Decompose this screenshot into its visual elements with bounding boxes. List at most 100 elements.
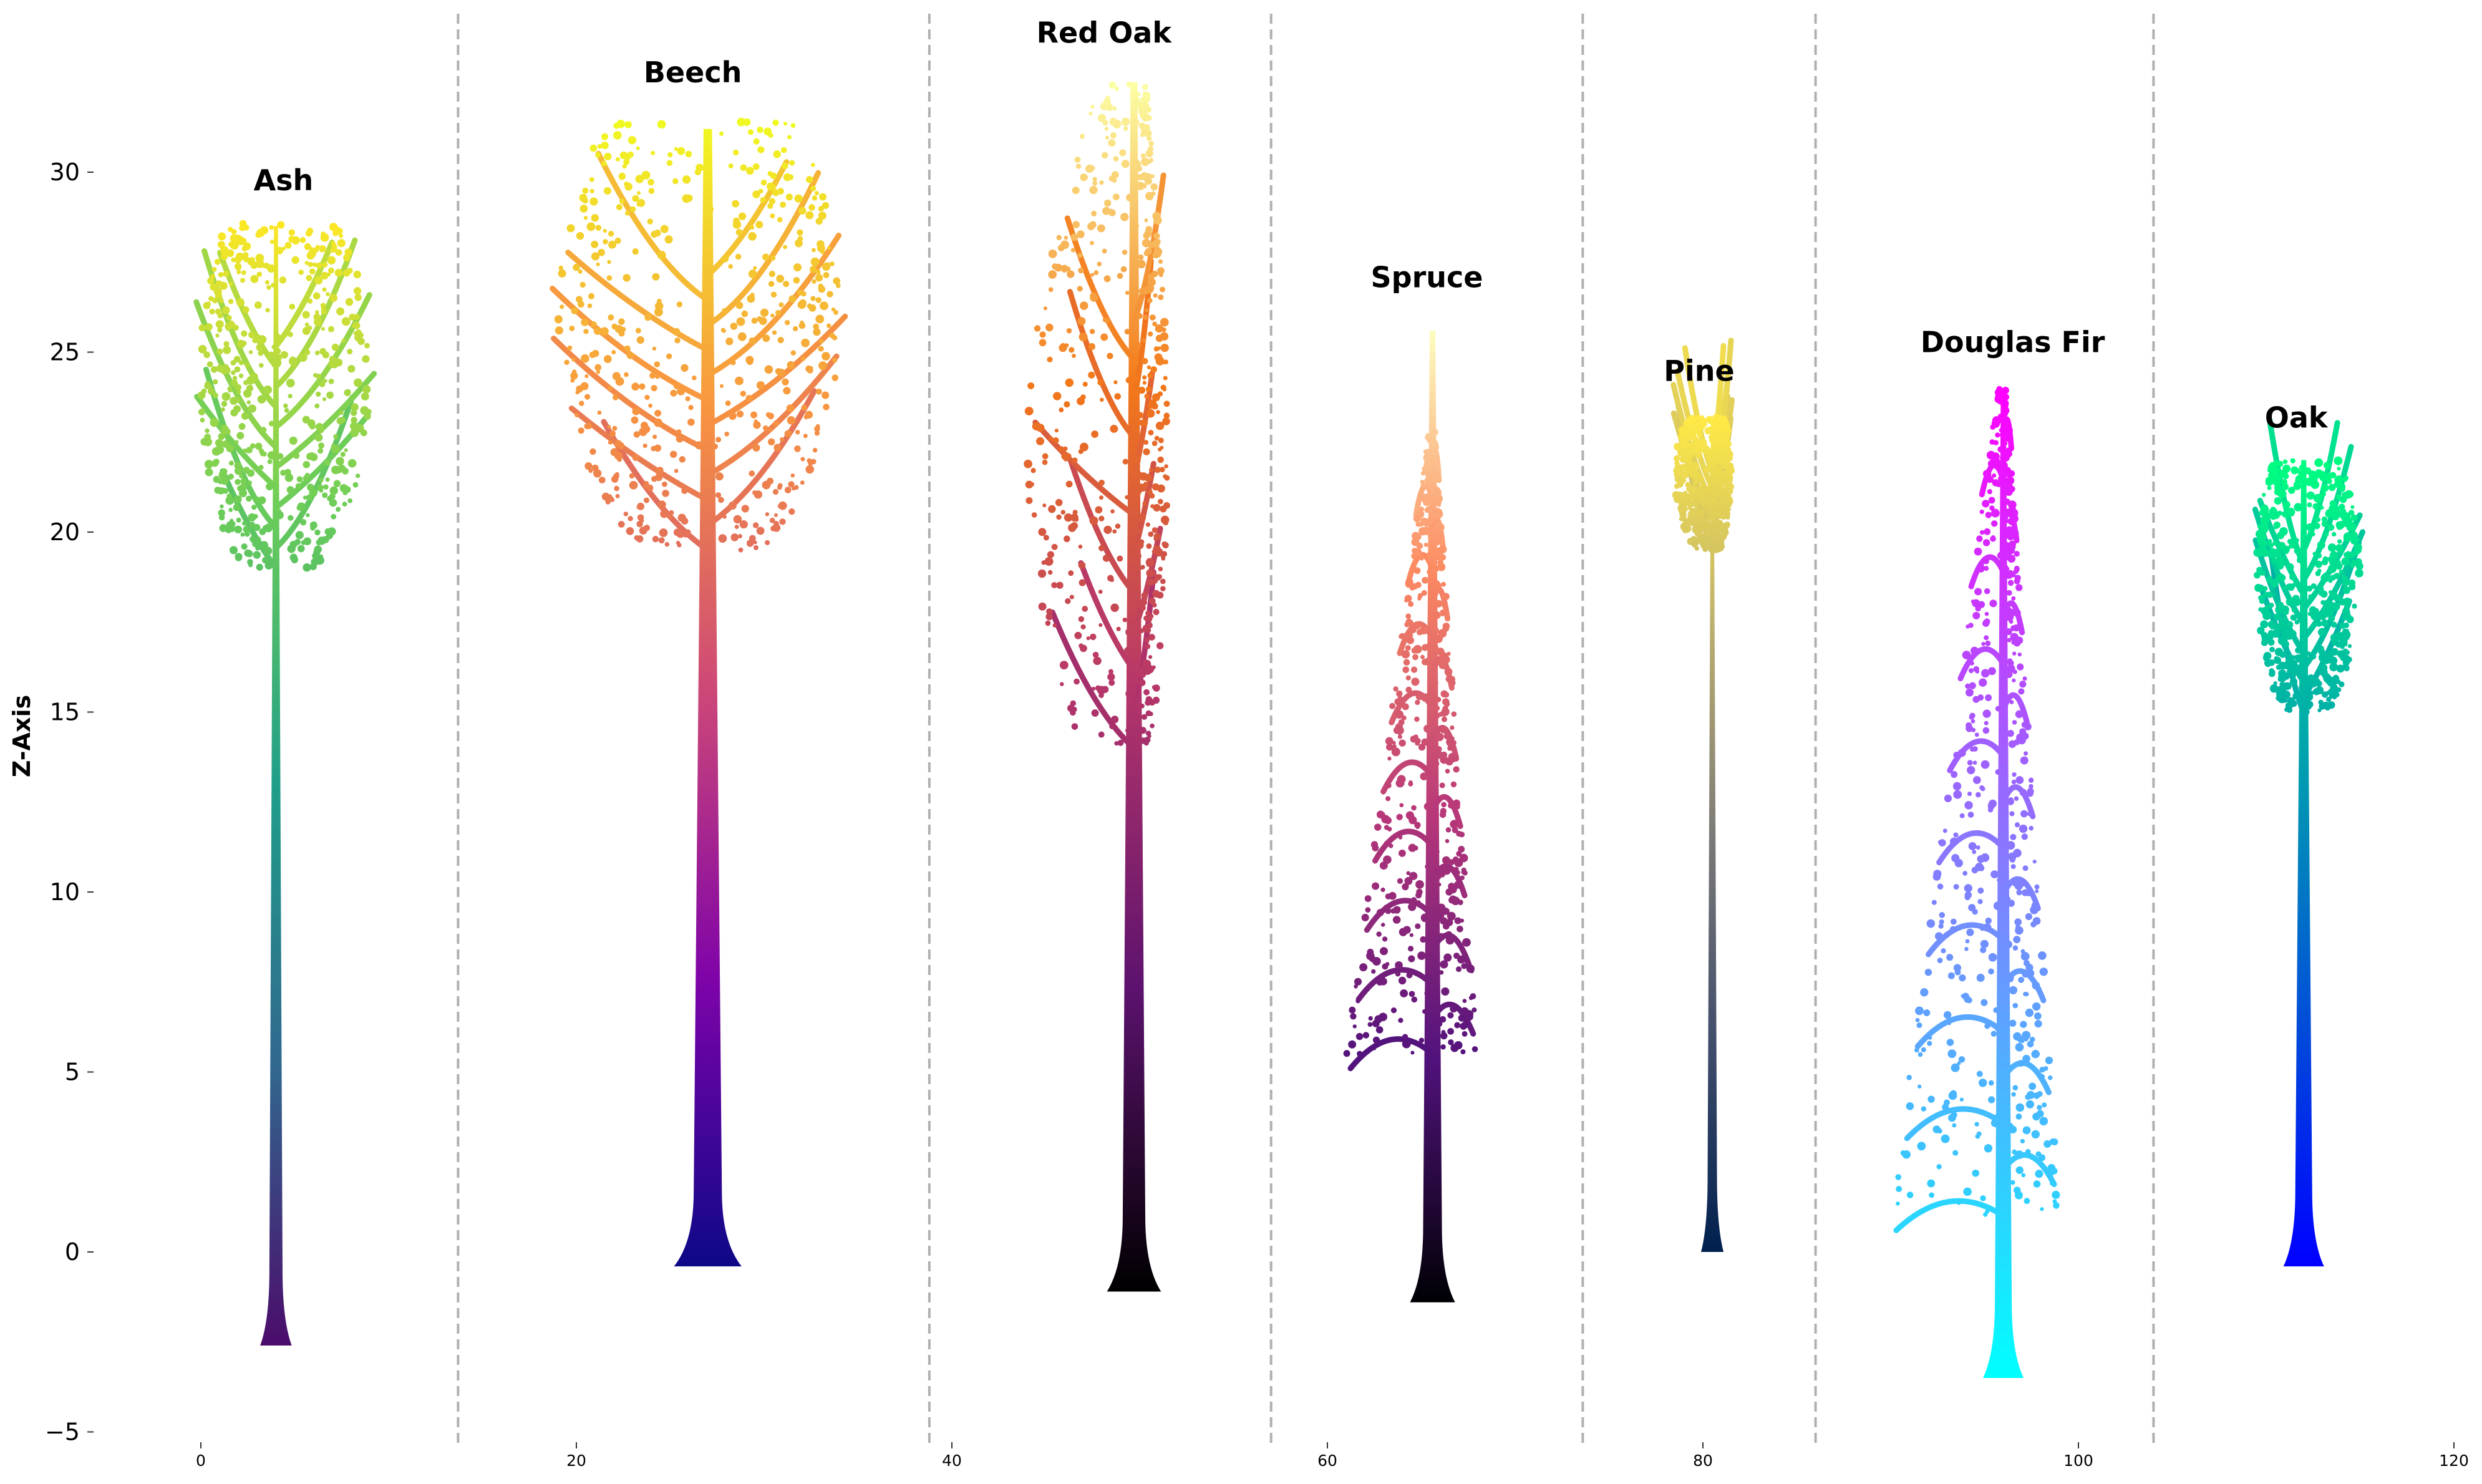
tree-point — [1410, 900, 1415, 905]
tree-point — [229, 546, 238, 555]
tree-point — [218, 470, 227, 479]
tree-point — [1983, 558, 1989, 565]
tree-point — [1423, 464, 1430, 471]
tree-point — [2337, 467, 2341, 471]
tree-point — [241, 412, 249, 420]
tree-point — [259, 226, 269, 235]
tree-point — [1416, 900, 1421, 905]
tree-point — [1414, 716, 1420, 722]
tree-point — [1711, 475, 1720, 483]
tree-point — [1402, 703, 1409, 710]
tree-point — [1944, 931, 1950, 938]
tree-point — [1457, 925, 1463, 933]
tree-point — [1072, 457, 1078, 463]
tree-point — [1053, 392, 1062, 400]
tree-point — [1122, 617, 1128, 623]
tree-point — [1140, 97, 1145, 102]
tree-point — [1051, 543, 1058, 550]
tree-point — [1684, 500, 1690, 507]
tree-point — [1973, 666, 1979, 672]
tree-point — [721, 328, 726, 333]
tree-point — [203, 351, 210, 359]
tree-point — [2263, 651, 2272, 660]
x-tick-label: 100 — [2063, 1452, 2093, 1470]
tree-point — [2021, 833, 2028, 840]
tree-point — [1120, 213, 1129, 221]
tree-point — [218, 514, 225, 521]
tree-point — [351, 403, 359, 412]
tree-point — [1032, 422, 1041, 431]
tree-point — [790, 473, 795, 478]
tree-point — [1707, 415, 1712, 420]
tree-point — [1471, 1007, 1477, 1013]
tree-branch — [1968, 554, 2007, 589]
tree-point — [809, 266, 817, 273]
tree-point — [1985, 512, 1992, 518]
tree-point — [613, 131, 622, 140]
tree-point — [608, 386, 613, 391]
tree-point — [1997, 446, 2004, 453]
tree-point — [1689, 508, 1698, 516]
tree-point — [654, 418, 662, 427]
tree-point — [1112, 106, 1117, 111]
tree-point — [2320, 590, 2328, 598]
tree-point — [1140, 703, 1145, 709]
tree-point — [1427, 556, 1432, 561]
tree-point — [226, 315, 232, 321]
tree-point — [288, 394, 293, 399]
tree-point — [296, 476, 303, 483]
tree-point — [1979, 530, 1985, 535]
tree-point — [1145, 149, 1153, 158]
tree-point — [1151, 393, 1160, 402]
tree-point — [1077, 253, 1083, 258]
tree-point — [793, 263, 802, 272]
tree-point — [1711, 441, 1716, 446]
y-tick-label: 30 — [50, 158, 80, 186]
tree-point — [658, 503, 666, 510]
tree-point — [584, 394, 591, 400]
tree-point — [1706, 503, 1714, 512]
tree-point — [1980, 760, 1990, 769]
tree-point — [705, 205, 714, 213]
tree-point — [1982, 727, 1990, 734]
tree-point — [1718, 417, 1726, 425]
tree-point — [1896, 1201, 1900, 1206]
tree-point — [2006, 436, 2012, 443]
tree-point — [778, 501, 787, 510]
tree-point — [1047, 356, 1053, 363]
tree-point — [1427, 533, 1433, 538]
tree-point — [304, 243, 311, 250]
tree-point — [2028, 777, 2034, 783]
tree-point — [676, 435, 684, 443]
tree-point — [218, 298, 224, 304]
tree-trunk — [1410, 330, 1455, 1302]
tree-point — [2334, 456, 2343, 465]
tree-point — [2355, 569, 2363, 578]
tree-point — [2012, 1085, 2019, 1091]
tree-point — [2047, 1163, 2056, 1172]
tree-point — [1126, 193, 1134, 201]
tree-point — [252, 540, 260, 548]
tree-point — [2286, 621, 2294, 629]
tree-point — [2274, 467, 2281, 474]
tree-point — [364, 342, 370, 349]
tree-point — [255, 442, 263, 450]
tree-point — [1405, 686, 1412, 693]
tree-point — [2269, 670, 2276, 677]
tree-point — [1440, 1032, 1448, 1040]
tree-point — [1103, 99, 1111, 107]
tree-point — [1452, 827, 1458, 833]
tree-point — [757, 146, 765, 153]
tree-point — [733, 515, 742, 524]
tree-branch — [705, 388, 817, 528]
tree-point — [1697, 452, 1702, 457]
tree-point — [1389, 702, 1395, 709]
tree-point — [1415, 699, 1420, 706]
tree-point — [1048, 249, 1057, 258]
tree-point — [1438, 545, 1447, 554]
tree-point — [1947, 1049, 1957, 1059]
tree-point — [603, 187, 611, 195]
tree-point — [349, 422, 359, 430]
tree-point — [807, 367, 813, 374]
tree-point — [1428, 478, 1433, 483]
